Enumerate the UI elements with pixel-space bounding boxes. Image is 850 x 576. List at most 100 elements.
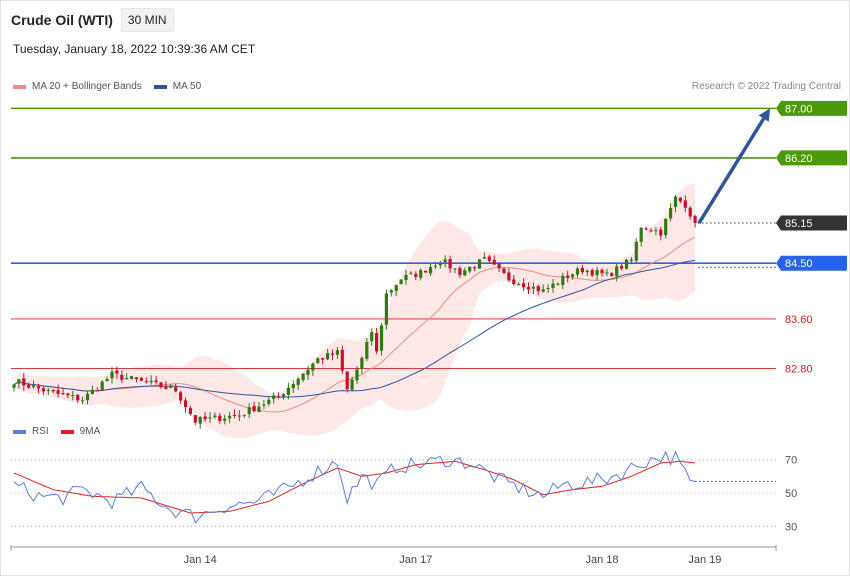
candle: [522, 278, 526, 291]
candle: [409, 271, 413, 275]
candle-body: [51, 390, 55, 392]
candle-body: [193, 415, 197, 423]
candle-body: [399, 279, 403, 284]
candle-body: [566, 275, 570, 278]
candle-body: [218, 415, 222, 421]
candle: [193, 415, 197, 425]
candle-body: [522, 283, 526, 288]
candle: [419, 268, 423, 281]
candle: [615, 262, 619, 282]
candle: [340, 345, 344, 374]
candle-body: [76, 395, 80, 401]
candle-body: [414, 273, 418, 277]
candle: [477, 259, 482, 269]
rsi-line: [13, 450, 696, 524]
candle-body: [644, 228, 648, 230]
candle: [149, 375, 153, 385]
candle: [424, 270, 428, 273]
candle: [12, 383, 16, 392]
rsi-9ma-line: [13, 460, 696, 514]
ma20-line: [13, 236, 696, 413]
candle-body: [634, 241, 638, 261]
candle-body: [115, 370, 119, 374]
timeframe-selector[interactable]: 30 MIN: [120, 8, 174, 32]
candle: [41, 386, 45, 395]
candle-body: [468, 266, 472, 272]
candle-body: [36, 385, 41, 389]
candle-body: [463, 270, 467, 276]
candle: [105, 376, 109, 382]
legend-swatch-ma20: [13, 84, 26, 89]
candle-body: [595, 270, 599, 276]
candle: [66, 392, 70, 399]
candle: [566, 270, 570, 283]
price-legend: MA 20 + Bollinger Bands MA 50: [13, 81, 213, 92]
candle: [208, 411, 212, 423]
research-credit: Research © 2022 Trading Central: [691, 81, 841, 92]
candle-body: [355, 369, 359, 381]
candle: [433, 261, 437, 270]
chart-header: Crude Oil (WTI) 30 MIN: [11, 8, 174, 32]
candle-body: [32, 385, 36, 388]
candle-body: [272, 395, 276, 399]
candle-body: [389, 290, 393, 293]
candle-body: [502, 268, 506, 274]
candle-body: [541, 289, 545, 292]
candle-body: [22, 378, 26, 386]
candle-body: [306, 369, 310, 375]
candle: [296, 377, 300, 391]
bollinger-band: [14, 183, 696, 439]
candle-body: [556, 283, 560, 285]
candle-body: [262, 404, 266, 406]
candle-body: [81, 400, 85, 402]
candle-body: [316, 358, 320, 364]
candle: [487, 254, 491, 264]
moving-averages: [13, 236, 696, 413]
candle-body: [590, 270, 594, 276]
candle: [365, 338, 369, 362]
candle: [345, 371, 349, 393]
legend-item-9ma: 9MA: [60, 426, 100, 437]
candle-body: [296, 378, 300, 385]
candle: [688, 206, 692, 220]
candle: [575, 266, 580, 278]
candle-body: [208, 417, 212, 419]
candle: [453, 268, 457, 274]
candle: [654, 226, 658, 236]
candle: [159, 382, 163, 389]
legend-swatch-9ma: [60, 429, 74, 434]
price-levels: [11, 107, 776, 369]
candle: [257, 402, 261, 413]
candle-body: [424, 270, 428, 273]
candle-body: [350, 379, 354, 390]
candle-body: [507, 272, 511, 281]
candle-body: [95, 390, 99, 392]
candle-body: [159, 382, 163, 388]
candle: [585, 269, 589, 277]
candle-body: [433, 265, 437, 267]
candle: [541, 284, 545, 293]
timestamp: Tuesday, January 18, 2022 10:39:36 AM CE…: [13, 42, 256, 56]
candle-body: [335, 350, 339, 355]
legend-item-rsi: RSI: [13, 426, 49, 437]
candle: [571, 273, 575, 280]
level-tag-2: [776, 255, 847, 271]
candle: [463, 267, 467, 277]
candle-body: [100, 381, 104, 390]
candle: [639, 227, 643, 247]
candle: [610, 272, 614, 277]
candle: [144, 377, 148, 384]
legend-label-ma20: MA 20 + Bollinger Bands: [32, 81, 142, 92]
candle: [213, 412, 217, 419]
candle: [32, 380, 36, 390]
candle-body: [110, 371, 114, 379]
candle-body: [27, 384, 31, 388]
candle: [218, 412, 222, 424]
candle-body: [624, 259, 629, 269]
candle: [595, 266, 599, 281]
candle: [286, 382, 290, 400]
candle: [502, 268, 506, 274]
candle: [267, 396, 271, 407]
candle: [301, 372, 305, 383]
